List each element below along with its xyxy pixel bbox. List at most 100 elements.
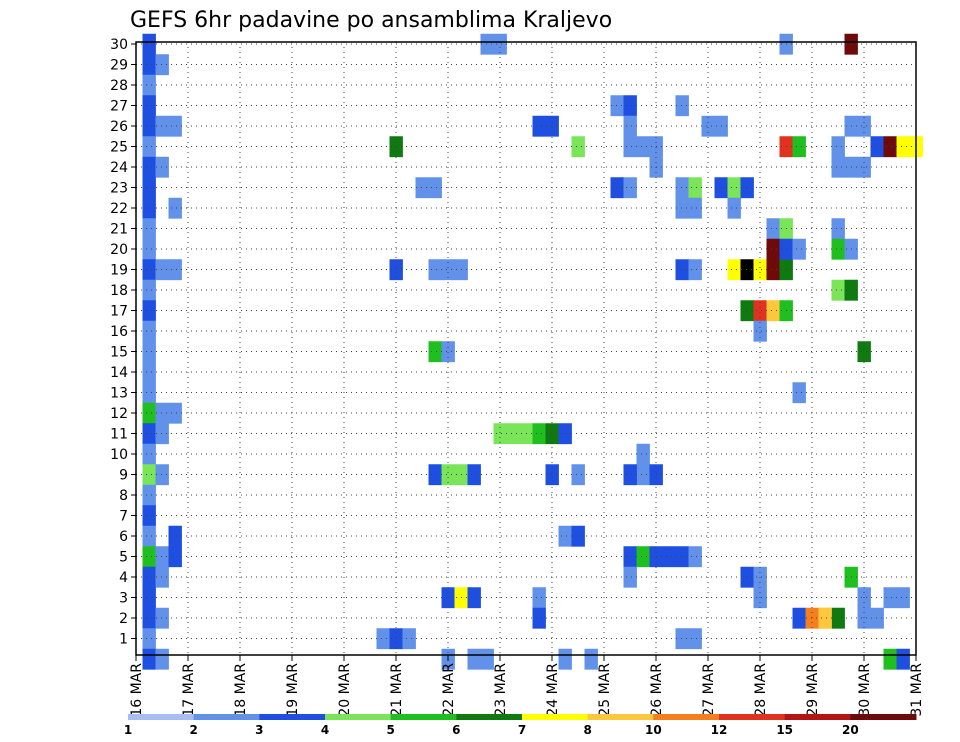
colorbar-swatch: [456, 714, 523, 720]
precip-cell: [896, 136, 910, 158]
precip-cell: [623, 566, 637, 588]
precip-cell: [792, 238, 806, 260]
precip-cell: [727, 197, 741, 219]
precip-cell: [675, 177, 689, 199]
colorbar-swatch: [128, 714, 195, 720]
precip-cell: [155, 464, 169, 486]
precip-cell: [571, 464, 585, 486]
precip-cell: [480, 33, 494, 55]
precip-cell: [428, 259, 442, 281]
x-tick-label: 30 MAR: [857, 663, 873, 717]
colorbar-label: 12: [711, 723, 728, 737]
precip-cell: [792, 382, 806, 404]
y-tick-label: 8: [119, 488, 128, 504]
precip-cell: [142, 177, 156, 199]
precip-cell: [155, 607, 169, 629]
precip-cell: [675, 546, 689, 568]
precip-cell: [805, 607, 819, 629]
precip-cell: [142, 361, 156, 383]
precip-cell: [168, 115, 182, 137]
precip-cell: [857, 607, 871, 629]
x-tick-label: 31 MAR: [909, 663, 925, 717]
y-tick-label: 3: [119, 591, 128, 607]
precip-cell: [675, 197, 689, 219]
precip-cell: [831, 238, 845, 260]
precip-cell: [792, 136, 806, 158]
precip-cell: [740, 259, 754, 281]
precip-cell: [623, 177, 637, 199]
precip-cell: [688, 259, 702, 281]
y-tick-label: 6: [119, 529, 128, 545]
precip-cell: [740, 566, 754, 588]
y-tick-label: 20: [110, 242, 128, 258]
x-tick-label: 23 MAR: [493, 663, 509, 717]
precip-cell: [727, 177, 741, 199]
colorbar-label: 2: [189, 723, 197, 737]
precip-cell: [870, 607, 884, 629]
precip-cell: [480, 648, 494, 670]
precip-cell: [142, 218, 156, 240]
y-tick-label: 26: [110, 119, 128, 135]
precip-cell: [376, 628, 390, 650]
precip-cell: [142, 300, 156, 322]
precip-cell: [155, 54, 169, 76]
precip-cell: [740, 300, 754, 322]
precip-cell: [532, 423, 546, 445]
precip-cell: [142, 505, 156, 527]
y-tick-label: 23: [110, 181, 128, 197]
precip-cell: [727, 259, 741, 281]
precip-cell: [857, 341, 871, 363]
precip-cell: [766, 238, 780, 260]
precip-cell: [571, 525, 585, 547]
precip-cell: [831, 607, 845, 629]
colorbar-label: 4: [321, 723, 329, 737]
precip-cell: [142, 320, 156, 342]
y-tick-label: 7: [119, 509, 128, 525]
precip-cell: [753, 300, 767, 322]
precip-cell: [142, 136, 156, 158]
precip-cell: [441, 341, 455, 363]
colorbar-label: 1: [124, 723, 132, 737]
precip-cell: [142, 443, 156, 465]
y-tick-label: 10: [110, 447, 128, 463]
precip-cell: [545, 464, 559, 486]
precip-cell: [623, 95, 637, 117]
precip-cell: [142, 279, 156, 301]
x-tick-label: 17 MAR: [181, 663, 197, 717]
colorbar-label: 20: [842, 723, 859, 737]
colorbar-swatch: [193, 714, 260, 720]
y-tick-label: 1: [119, 632, 128, 648]
y-tick-label: 17: [110, 304, 128, 320]
precip-cell: [142, 341, 156, 363]
precip-cell: [623, 115, 637, 137]
precip-cell: [155, 546, 169, 568]
precip-cell: [142, 402, 156, 424]
colorbar-label: 3: [255, 723, 263, 737]
precip-cell: [792, 607, 806, 629]
precip-cell: [441, 259, 455, 281]
precip-cell: [558, 648, 572, 670]
precip-cell: [467, 648, 481, 670]
y-tick-label: 19: [110, 263, 128, 279]
precip-cell: [688, 546, 702, 568]
precip-cell: [610, 177, 624, 199]
x-tick-label: 24 MAR: [545, 663, 561, 717]
precip-cell: [142, 587, 156, 609]
precip-cell: [623, 136, 637, 158]
precip-cell: [428, 464, 442, 486]
x-tick-label: 20 MAR: [337, 663, 353, 717]
y-tick-label: 2: [119, 611, 128, 627]
precip-cell: [155, 648, 169, 670]
precip-cell: [142, 423, 156, 445]
x-tick-label: 28 MAR: [753, 663, 769, 717]
precip-cell: [636, 546, 650, 568]
grid-lines: [136, 42, 916, 655]
x-tick-label: 26 MAR: [649, 663, 665, 717]
precip-cell: [831, 218, 845, 240]
x-tick-label: 27 MAR: [701, 663, 717, 717]
precip-cell: [883, 136, 897, 158]
precip-cell: [532, 607, 546, 629]
colorbar-swatch: [850, 714, 917, 720]
y-tick-label: 30: [110, 37, 128, 53]
